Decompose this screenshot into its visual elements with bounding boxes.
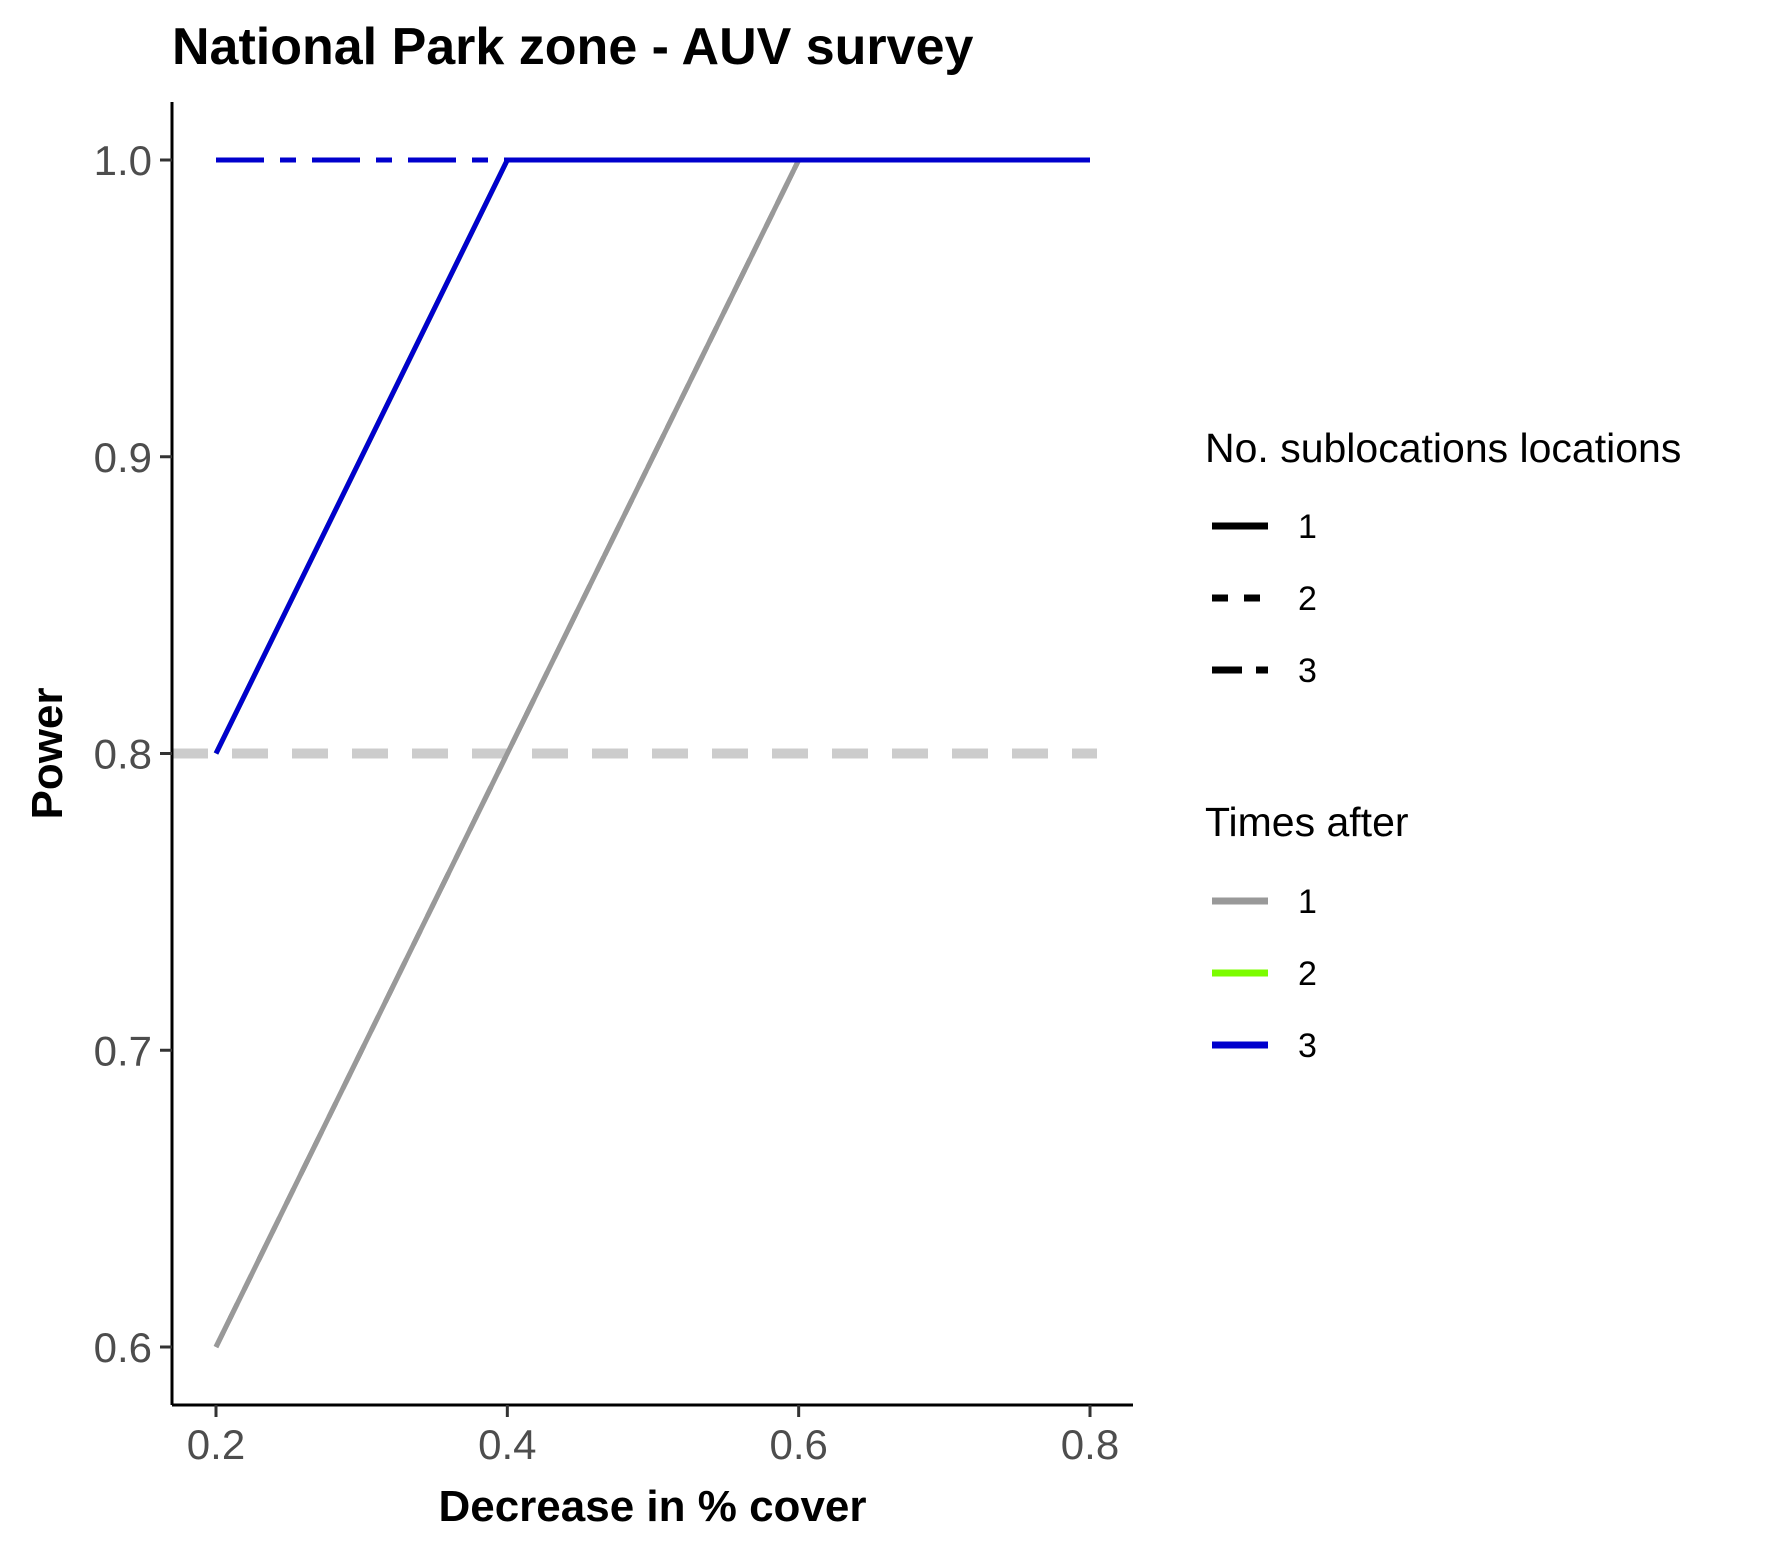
legend-label-times-after-1: 1 [1298, 883, 1317, 921]
legend-label-sublocations-3: 3 [1298, 652, 1317, 690]
y-tick-label: 0.8 [94, 731, 152, 778]
series-line-sublocations-3-times-1 [213, 157, 1090, 1349]
y-tick-label: 0.9 [94, 434, 152, 481]
x-axis-title: Decrease in % cover [438, 1482, 866, 1531]
legend-title-sublocations: No. sublocations locations [1205, 425, 1681, 471]
y-axis-title: Power [23, 687, 72, 819]
series-line-sublocations-1-times-3 [213, 157, 1090, 755]
axes: 0.2 0.4 0.6 0.8 0.6 0.7 0.8 0.9 1.0 Decrease in %… [23, 102, 1133, 1531]
x-tick-label: 0.8 [1061, 1421, 1119, 1468]
x-tick-label: 0.6 [769, 1421, 827, 1468]
x-tick-label: 0.2 [187, 1421, 245, 1468]
y-tick-label: 1.0 [94, 137, 152, 184]
legend-label-times-after-3: 3 [1298, 1027, 1317, 1065]
y-tick-label: 0.7 [94, 1027, 152, 1074]
legend-title-times-after: Times after [1205, 799, 1409, 845]
series-line-sublocations-2-times-1 [213, 157, 1090, 1349]
plot-area [172, 157, 1097, 1349]
legend-label-sublocations-2: 2 [1298, 580, 1317, 618]
legend: No. sublocations locations 1 2 3 Times after… [1205, 425, 1681, 1065]
chart-title: National Park zone - AUV survey [172, 18, 974, 76]
legend-label-times-after-2: 2 [1298, 955, 1317, 993]
x-tick-label: 0.4 [478, 1421, 536, 1468]
legend-label-sublocations-1: 1 [1298, 508, 1317, 546]
y-tick-label: 0.6 [94, 1324, 152, 1371]
